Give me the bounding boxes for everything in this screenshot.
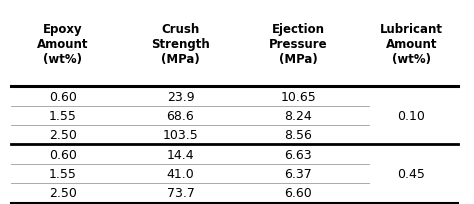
Text: 0.60: 0.60 xyxy=(49,90,77,103)
Text: 1.55: 1.55 xyxy=(49,109,77,122)
Text: 0.60: 0.60 xyxy=(49,148,77,161)
Text: 23.9: 23.9 xyxy=(167,90,194,103)
Text: 2.50: 2.50 xyxy=(49,186,77,200)
Text: 41.0: 41.0 xyxy=(166,167,194,180)
Text: Ejection
Pressure
(MPa): Ejection Pressure (MPa) xyxy=(269,23,328,65)
Text: 1.55: 1.55 xyxy=(49,167,77,180)
Text: Lubricant
Amount
(wt%): Lubricant Amount (wt%) xyxy=(380,23,443,65)
Text: 6.37: 6.37 xyxy=(284,167,312,180)
Text: 8.24: 8.24 xyxy=(284,109,312,122)
Text: 6.60: 6.60 xyxy=(284,186,312,200)
Text: 103.5: 103.5 xyxy=(163,129,198,142)
Text: 2.50: 2.50 xyxy=(49,129,77,142)
Text: Epoxy
Amount
(wt%): Epoxy Amount (wt%) xyxy=(37,23,88,65)
Text: 10.65: 10.65 xyxy=(281,90,316,103)
Text: 0.10: 0.10 xyxy=(397,109,425,122)
Text: 68.6: 68.6 xyxy=(166,109,194,122)
Text: Crush
Strength
(MPa): Crush Strength (MPa) xyxy=(151,23,210,65)
Text: 0.45: 0.45 xyxy=(397,167,425,180)
Text: 14.4: 14.4 xyxy=(167,148,194,161)
Text: 6.63: 6.63 xyxy=(284,148,312,161)
Text: 73.7: 73.7 xyxy=(166,186,194,200)
Text: 8.56: 8.56 xyxy=(284,129,312,142)
